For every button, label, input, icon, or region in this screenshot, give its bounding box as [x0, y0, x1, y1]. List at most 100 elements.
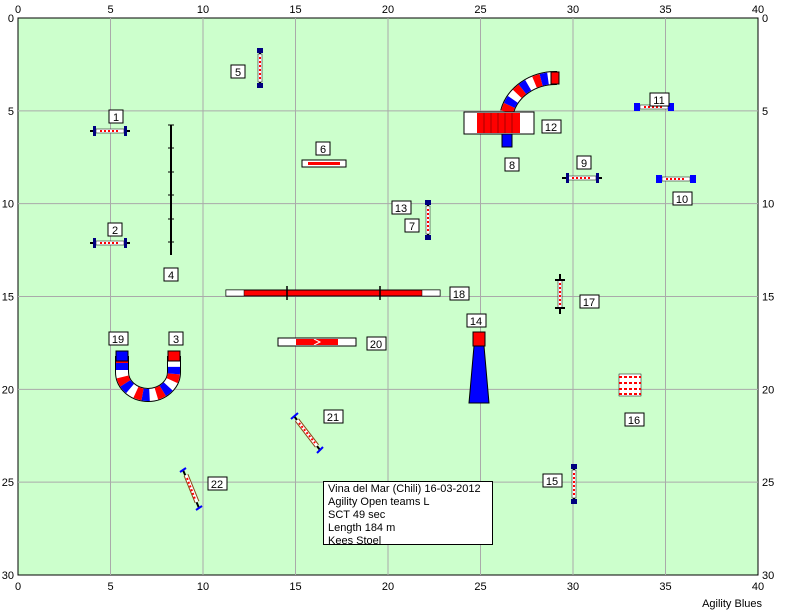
svg-text:14: 14 — [470, 316, 482, 328]
svg-text:12: 12 — [545, 122, 557, 134]
info-length: Length 184 m — [328, 522, 396, 534]
label-7: 7 — [404, 218, 420, 233]
svg-text:6: 6 — [320, 144, 326, 156]
y-tick-label-left: 0 — [8, 13, 14, 25]
label-13: 13 — [391, 200, 412, 215]
info-sct: SCT 49 sec — [328, 509, 386, 521]
svg-text:15: 15 — [546, 476, 558, 488]
svg-text:9: 9 — [581, 158, 587, 170]
hurdle-16 — [618, 373, 642, 397]
jump-17 — [555, 274, 565, 314]
svg-text:4: 4 — [168, 270, 174, 282]
svg-text:11: 11 — [653, 95, 664, 107]
label-8: 8 — [504, 157, 520, 172]
label-20: 20 — [366, 336, 387, 351]
x-tick-label-top: 35 — [659, 4, 671, 16]
y-tick-label-left: 15 — [2, 292, 14, 304]
y-tick-label-right: 25 — [762, 477, 774, 489]
y-tick-label-right: 5 — [762, 106, 768, 118]
x-tick-label-top: 25 — [474, 4, 486, 16]
jump-7 — [425, 200, 431, 240]
tunnel-19 — [115, 350, 181, 402]
label-3: 3 — [168, 331, 184, 346]
x-tick-label-top: 10 — [197, 4, 209, 16]
y-tick-label-left: 25 — [2, 477, 14, 489]
svg-text:8: 8 — [509, 160, 515, 172]
x-tick-label-top: 20 — [382, 4, 394, 16]
x-tick-label-top: 0 — [15, 4, 21, 16]
info-class: Agility Open teams L — [328, 496, 430, 508]
svg-text:21: 21 — [327, 412, 339, 424]
label-19: 19 — [108, 331, 129, 346]
svg-text:2: 2 — [112, 225, 118, 237]
svg-text:19: 19 — [112, 334, 124, 346]
label-16: 16 — [624, 412, 645, 427]
label-14: 14 — [466, 313, 487, 328]
svg-text:10: 10 — [676, 194, 688, 206]
label-10: 10 — [672, 191, 693, 206]
svg-text:22: 22 — [211, 479, 223, 491]
tunnel-12 — [463, 71, 560, 148]
jump-1 — [90, 126, 130, 136]
x-tick-label-top: 30 — [567, 4, 579, 16]
jump-22 — [179, 467, 203, 511]
y-tick-label-left: 20 — [2, 384, 14, 396]
x-tick-label-top: 15 — [289, 4, 301, 16]
label-17: 17 — [579, 294, 600, 309]
jump-15 — [571, 464, 577, 504]
label-12: 12 — [541, 119, 562, 134]
table-20 — [277, 337, 357, 347]
jump-10 — [656, 175, 696, 183]
x-tick-label-top: 40 — [752, 4, 764, 16]
x-tick-label-bottom: 25 — [474, 581, 486, 593]
x-tick-label-bottom: 0 — [15, 581, 21, 593]
label-11: 11 — [649, 92, 670, 107]
seesaw-14 — [468, 331, 490, 404]
info-judge: Kees Stoel — [328, 535, 382, 547]
svg-text:17: 17 — [583, 297, 595, 309]
svg-text:20: 20 — [370, 339, 382, 351]
label-1: 1 — [108, 109, 124, 124]
brand-label: Agility Blues — [702, 598, 762, 610]
jump-6 — [301, 159, 347, 168]
svg-text:13: 13 — [395, 203, 407, 215]
course-info-box: Vina del Mar (Chili) 16-03-2012 Agility … — [323, 481, 493, 547]
svg-text:1: 1 — [113, 112, 119, 124]
label-21: 21 — [323, 409, 344, 424]
x-tick-label-bottom: 10 — [197, 581, 209, 593]
x-tick-label-top: 5 — [107, 4, 113, 16]
jump-5 — [257, 48, 263, 88]
svg-text:18: 18 — [453, 289, 465, 301]
label-4: 4 — [163, 267, 179, 282]
y-tick-label-right: 20 — [762, 384, 774, 396]
jump-2 — [90, 238, 130, 248]
x-tick-label-bottom: 20 — [382, 581, 394, 593]
label-9: 9 — [576, 155, 592, 170]
x-tick-label-bottom: 5 — [107, 581, 113, 593]
svg-text:16: 16 — [628, 415, 640, 427]
svg-text:5: 5 — [235, 67, 241, 79]
label-18: 18 — [449, 286, 470, 301]
info-event: Vina del Mar (Chili) 16-03-2012 — [328, 483, 481, 495]
obstacles — [90, 48, 696, 511]
dogwalk-18 — [225, 286, 441, 300]
y-tick-label-left: 10 — [2, 199, 14, 211]
y-tick-label-left: 5 — [8, 106, 14, 118]
y-tick-label-left: 30 — [2, 570, 14, 582]
x-tick-label-bottom: 35 — [659, 581, 671, 593]
jump-21 — [290, 412, 324, 454]
y-tick-label-right: 30 — [762, 570, 774, 582]
y-tick-label-right: 10 — [762, 199, 774, 211]
label-15: 15 — [542, 473, 563, 488]
y-tick-label-right: 0 — [762, 13, 768, 25]
label-22: 22 — [207, 476, 228, 491]
svg-text:3: 3 — [173, 334, 179, 346]
jump-11 — [634, 103, 674, 111]
x-tick-label-bottom: 40 — [752, 581, 764, 593]
y-tick-label-right: 15 — [762, 292, 774, 304]
label-6: 6 — [315, 141, 331, 156]
label-5: 5 — [230, 64, 246, 79]
obstacle-labels: 1 2 3 4 5 6 7 8 9 10 11 12 13 14 15 16 1… — [107, 64, 693, 491]
jump-9 — [562, 173, 602, 183]
